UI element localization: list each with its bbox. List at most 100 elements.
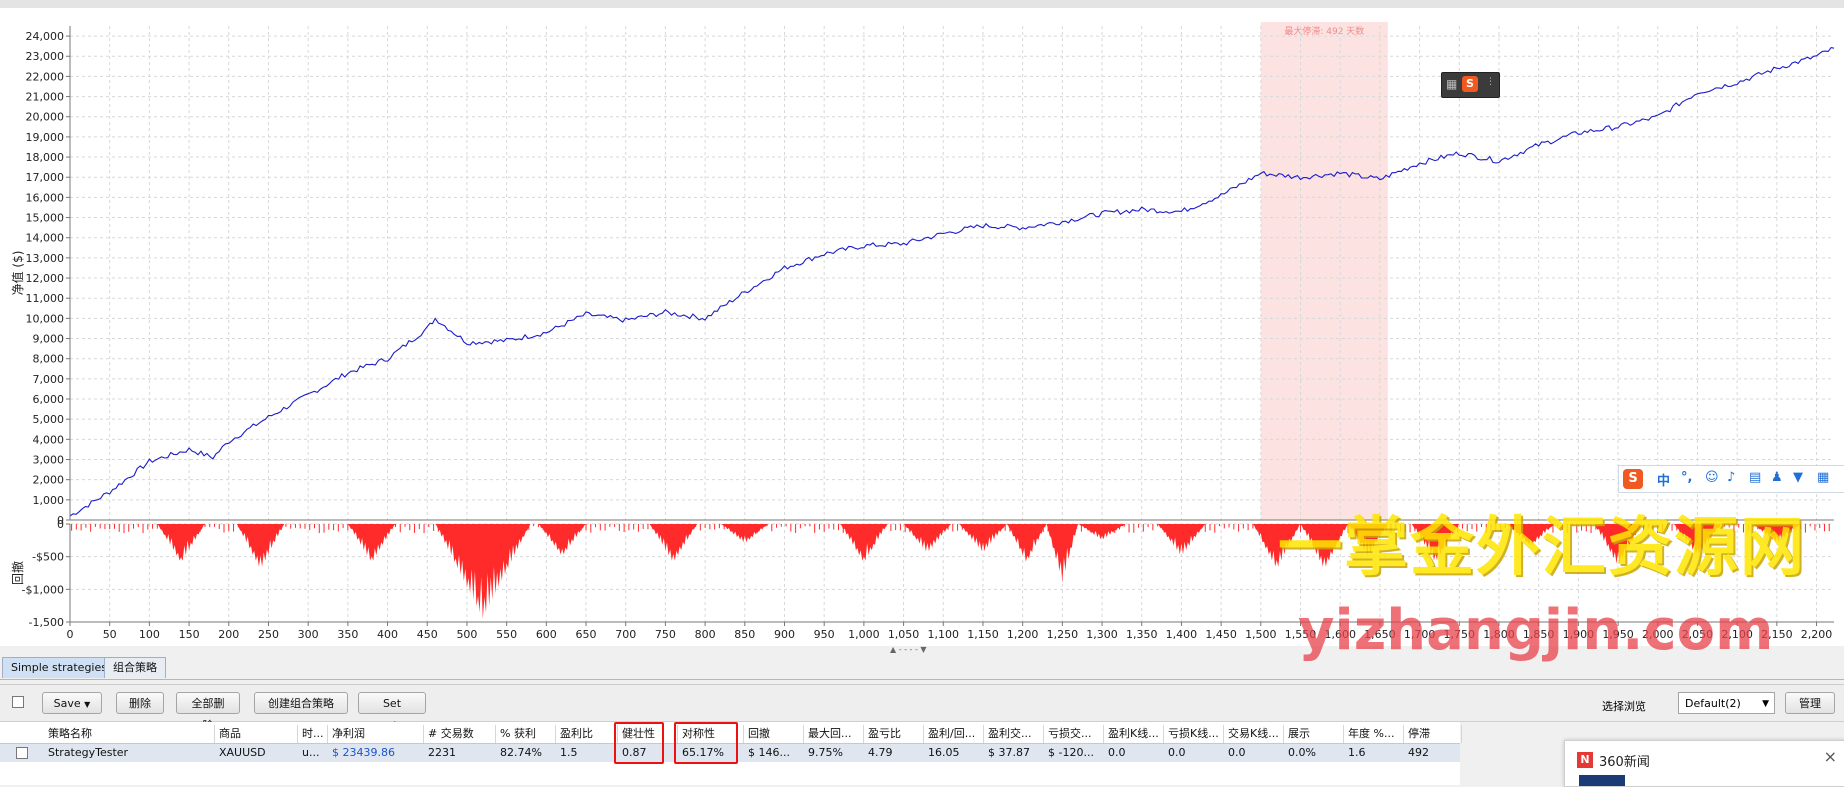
save-button[interactable]: Save ▼ <box>42 692 102 714</box>
table-cell: 16.05 <box>928 746 960 759</box>
table-header-cell[interactable]: 盈利交... <box>984 725 1044 743</box>
splitter-handle[interactable]: ▲ - - - - ▼ <box>890 645 927 654</box>
x-tick-label: 0 <box>67 628 74 641</box>
equity-y-tick-label: 7,000 <box>33 373 65 386</box>
set-note-button[interactable]: Set note <box>358 692 426 732</box>
table-header-cell[interactable]: # 交易数 <box>424 725 496 743</box>
x-tick-label: 800 <box>695 628 716 641</box>
table-header-cell[interactable]: 策略名称 <box>44 725 215 743</box>
table-header-cell[interactable]: 最大回... <box>804 725 864 743</box>
x-tick-label: 1,600 <box>1324 628 1356 641</box>
table-cell: 2231 <box>428 746 456 759</box>
punctuation-icon[interactable]: °, <box>1681 470 1693 485</box>
table-cell: 0.0 <box>1168 746 1186 759</box>
table-header-cell[interactable]: 商品 <box>215 725 298 743</box>
x-tick-label: 650 <box>576 628 597 641</box>
x-tick-label: 350 <box>337 628 358 641</box>
table-cell: 1.6 <box>1348 746 1366 759</box>
close-icon[interactable]: × <box>1823 747 1837 766</box>
table-header-cell[interactable]: 亏损交... <box>1044 725 1104 743</box>
equity-y-tick-label: 22,000 <box>26 70 65 83</box>
drawdown-y-tick-label: -$1,000 <box>22 583 64 596</box>
table-header-cell[interactable]: % 获利 <box>496 725 556 743</box>
x-tick-label: 300 <box>298 628 319 641</box>
table-header-cell[interactable]: 盈利比 <box>556 725 618 743</box>
equity-y-tick-label: 14,000 <box>26 232 65 245</box>
create-combo-strategy-button[interactable]: 创建组合策略 <box>254 692 348 714</box>
x-tick-label: 900 <box>774 628 795 641</box>
tab-combo-strategies[interactable]: 组合策略 <box>104 657 166 678</box>
table-header-cell[interactable]: 盈利/回... <box>924 725 984 743</box>
x-tick-label: 400 <box>377 628 398 641</box>
delete-all-button[interactable]: 全部删除 <box>176 692 240 732</box>
table-cell: $ -120... <box>1048 746 1094 759</box>
table-header-cell[interactable]: 交易K线... <box>1224 725 1284 743</box>
equity-y-axis-label: 净值 ($) <box>10 251 25 296</box>
news-title: 360新闻 <box>1599 755 1650 770</box>
toolbar: Save ▼ 删除 全部删除 创建组合策略 Set note 选择浏览 Defa… <box>0 684 1844 732</box>
x-tick-label: 1,700 <box>1404 628 1436 641</box>
select-all-checkbox[interactable] <box>12 696 24 708</box>
ime-status-bar[interactable]: S 中 °, ☺ ♪ ▤ ♟ ▼ ▦ <box>1618 465 1844 493</box>
grid-icon: ▦ <box>1446 77 1458 91</box>
equity-y-tick-label: 24,000 <box>26 30 65 43</box>
ime-floating-toolbar[interactable]: ▦ S ⋮ <box>1441 72 1500 98</box>
x-tick-label: 2,200 <box>1801 628 1833 641</box>
table-header-cell[interactable]: 停滞 <box>1404 725 1462 743</box>
row-checkbox[interactable] <box>16 747 28 759</box>
news-thumbnail[interactable] <box>1579 775 1625 786</box>
table-header-cell[interactable]: 时... <box>298 725 328 743</box>
x-tick-label: 1,550 <box>1285 628 1317 641</box>
apps-icon[interactable]: ▦ <box>1817 470 1830 485</box>
drawdown-area <box>70 524 1834 619</box>
skin-icon[interactable]: ▼ <box>1793 470 1803 485</box>
tab-bar: Simple strategies 组合策略 <box>0 655 1844 680</box>
table-cell: $ 23439.86 <box>332 746 395 759</box>
table-cell: $ 146... <box>748 746 790 759</box>
x-tick-label: 1,100 <box>928 628 960 641</box>
table-cell: 0.0 <box>1108 746 1126 759</box>
x-tick-label: 1,650 <box>1364 628 1396 641</box>
microphone-icon[interactable]: ♪ <box>1727 470 1736 485</box>
news-popup[interactable]: N 360新闻 × <box>1564 740 1844 787</box>
manage-button[interactable]: 管理 <box>1785 692 1835 714</box>
equity-y-tick-label: 8,000 <box>33 353 65 366</box>
x-tick-label: 2,000 <box>1642 628 1674 641</box>
table-row[interactable]: StrategyTester XAUUSD u... $ 23439.86 2231 82… <box>0 744 1460 762</box>
watermark-url: yizhangjin.com <box>1298 598 1774 663</box>
table-cell: u... <box>302 746 320 759</box>
chart-svg: 最大停滞: 492 天数 0 1,000 2,000 3,000 4,000 5,000 6,… <box>10 22 1835 641</box>
table-header-cell[interactable]: 年度 %... <box>1344 725 1404 743</box>
x-tick-label: 2,100 <box>1721 628 1753 641</box>
table-cell: 0.0 <box>1228 746 1246 759</box>
equity-y-tick-label: 16,000 <box>26 191 65 204</box>
equity-y-tick-label: 15,000 <box>26 212 65 225</box>
emoji-icon[interactable]: ☺ <box>1705 470 1719 485</box>
x-tick-label: 1,350 <box>1126 628 1158 641</box>
tab-simple-strategies[interactable]: Simple strategies <box>2 657 116 678</box>
browse-select[interactable]: Default(2) ▼ <box>1678 692 1775 714</box>
browse-label: 选择浏览 <box>1602 700 1646 713</box>
x-tick-label: 150 <box>179 628 200 641</box>
table-header-cell[interactable]: 亏损K线... <box>1164 725 1224 743</box>
keyboard-icon[interactable]: ▤ <box>1749 470 1762 485</box>
table-header-cell[interactable]: 盈利K线... <box>1104 725 1164 743</box>
x-tick-label: 1,400 <box>1166 628 1198 641</box>
table-header-cell[interactable]: 对称性 <box>678 725 744 743</box>
user-icon[interactable]: ♟ <box>1771 470 1783 485</box>
delete-button[interactable]: 删除 <box>116 692 164 714</box>
x-tick-label: 1,500 <box>1245 628 1277 641</box>
table-header-cell[interactable]: 盈亏比 <box>864 725 924 743</box>
table-header-cell[interactable]: 展示 <box>1284 725 1344 743</box>
x-tick-label: 1,850 <box>1523 628 1555 641</box>
table-header-cell[interactable]: 回撤 <box>744 725 804 743</box>
table-cell: 9.75% <box>808 746 843 759</box>
table-header-cell[interactable]: 净利润 <box>328 725 424 743</box>
ime-chinese-mode[interactable]: 中 <box>1657 474 1671 489</box>
equity-y-tick-label: 21,000 <box>26 91 65 104</box>
table-cell: 492 <box>1408 746 1429 759</box>
table-header-cell[interactable]: 健壮性 <box>618 725 678 743</box>
equity-y-tick-label: 17,000 <box>26 171 65 184</box>
sogou-logo-icon: S <box>1623 469 1643 489</box>
x-tick-label: 1,300 <box>1086 628 1118 641</box>
